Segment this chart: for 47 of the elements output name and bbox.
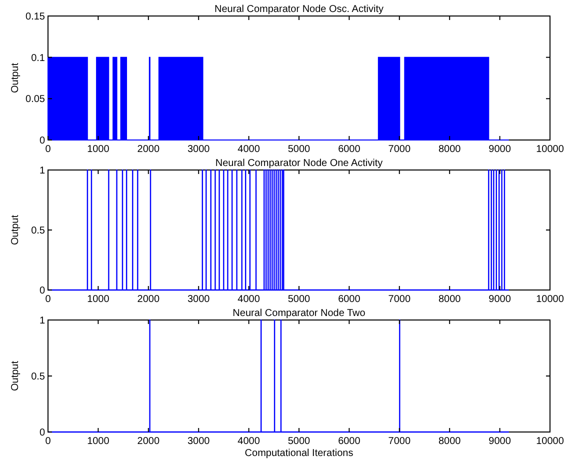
- x-tick-label: 3000: [187, 294, 210, 305]
- x-tick-label: 7000: [388, 436, 411, 447]
- y-tick-label: 0: [39, 428, 46, 438]
- y-axis-title: Output: [10, 62, 21, 94]
- y-tick-label: 0: [39, 286, 46, 296]
- x-tick-label: 8000: [438, 294, 462, 305]
- y-tick-label: 0.5: [31, 226, 46, 236]
- x-tick-label: 4000: [238, 436, 260, 447]
- x-tick-label: 1000: [87, 436, 110, 447]
- x-tick-label: 3000: [187, 436, 210, 447]
- x-tick-label: 9000: [488, 144, 512, 155]
- x-tick-label: 4000: [238, 144, 260, 155]
- chart-title: Neural Comparator Node Two: [232, 308, 366, 319]
- x-tick-label: 2000: [137, 294, 160, 305]
- y-axis-title: Output: [10, 214, 21, 246]
- x-tick-label: 1000: [87, 294, 110, 305]
- x-tick-label: 5000: [288, 294, 311, 305]
- y-tick-label: 0.1: [31, 52, 46, 64]
- x-tick-label: 2000: [137, 144, 160, 155]
- x-tick-label: 9000: [488, 294, 512, 305]
- x-tick-label: 9000: [488, 436, 512, 447]
- y-axis-title: Output: [10, 360, 21, 392]
- x-tick-label: 6000: [338, 436, 361, 447]
- x-tick-label: 5000: [288, 436, 311, 447]
- x-tick-label: 2000: [137, 436, 160, 447]
- x-tick-label: 8000: [438, 436, 462, 447]
- x-tick-label: 1000: [87, 144, 110, 155]
- x-tick-label: 7000: [388, 294, 411, 305]
- x-tick-label: 4000: [238, 294, 260, 305]
- x-tick-label: 6000: [338, 144, 361, 155]
- y-tick-label: 0.15: [26, 12, 46, 22]
- chart-title: Neural Comparator Node One Activity: [215, 158, 383, 169]
- y-tick-label: 1: [39, 166, 46, 176]
- y-tick-label: 0.05: [26, 94, 46, 106]
- x-tick-label: 6000: [338, 294, 361, 305]
- x-tick-label: 7000: [388, 144, 411, 155]
- y-tick-label: 0: [39, 136, 46, 146]
- y-tick-label: 1: [39, 316, 46, 326]
- x-tick-label: 10000: [536, 436, 564, 447]
- x-tick-label: 5000: [288, 144, 311, 155]
- x-tick-label: 10000: [536, 294, 564, 305]
- x-tick-label: 8000: [438, 144, 462, 155]
- chart-title: Neural Comparator Node Osc. Activity: [214, 4, 384, 15]
- x-tick-label: 3000: [187, 144, 210, 155]
- x-axis-title: Computational Iterations: [244, 448, 354, 459]
- x-tick-label: 10000: [536, 144, 564, 155]
- y-tick-label: 0.5: [31, 372, 46, 382]
